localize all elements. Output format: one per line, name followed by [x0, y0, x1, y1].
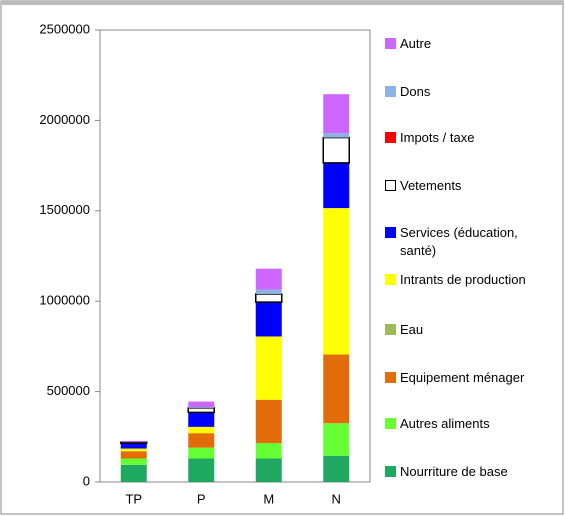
bar-segment — [120, 440, 147, 442]
legend-label: Autre — [400, 36, 432, 51]
bar-segment — [120, 464, 147, 482]
bar-segment — [323, 94, 350, 134]
legend-swatch — [385, 86, 396, 97]
bar-segment — [188, 412, 215, 427]
plot-area — [99, 29, 371, 483]
bar-segment — [255, 336, 282, 400]
bar-segment — [255, 302, 282, 337]
legend-label: Dons — [400, 84, 431, 99]
bar-segment — [188, 458, 215, 482]
legend-swatch — [385, 38, 396, 49]
bar-segment — [255, 399, 282, 444]
bar-segment — [120, 441, 148, 444]
legend-swatch — [385, 180, 396, 191]
bar-segment — [323, 354, 350, 424]
bar-segment — [255, 458, 282, 482]
y-tick-label: 1500000 — [39, 202, 90, 217]
legend-item: Autres aliments — [385, 415, 555, 433]
legend-item: Dons — [385, 83, 555, 101]
bar-segment — [188, 433, 215, 448]
legend-swatch — [385, 227, 396, 238]
y-tick-label: 0 — [83, 473, 90, 488]
bar-segment — [188, 426, 215, 434]
bar-segment — [255, 293, 283, 303]
bar-segment — [120, 443, 147, 449]
x-tick-label: M — [263, 491, 274, 506]
bar-segment — [188, 406, 215, 408]
bar-segment — [120, 458, 147, 465]
bar-segment — [255, 443, 282, 459]
legend-item: Nourriture de base — [385, 463, 555, 481]
y-tick-label: 1000000 — [39, 293, 90, 308]
legend-label: Nourriture de base — [400, 464, 508, 479]
legend-item: Intrants de production — [385, 271, 555, 289]
y-tick-label: 500000 — [47, 383, 90, 398]
bar-segment — [255, 289, 282, 294]
bar-segment — [323, 208, 350, 355]
legend-label: Impots / taxe — [400, 130, 475, 145]
legend-item: Services (éducation, santé) — [385, 224, 555, 260]
legend-label: Vetements — [400, 178, 462, 193]
bar-segment — [255, 268, 282, 290]
y-tick-label: 2500000 — [39, 21, 90, 36]
legend-label: Autres aliments — [400, 416, 490, 431]
y-tick-label: 2000000 — [39, 112, 90, 127]
legend-swatch — [385, 418, 396, 429]
legend-item: Autre — [385, 35, 555, 53]
bar-segment — [323, 455, 350, 482]
legend-label: Services (éducation, santé) — [400, 225, 518, 258]
bar-segment — [188, 401, 215, 407]
bar-segment — [323, 423, 350, 456]
legend-swatch — [385, 466, 396, 477]
legend-swatch — [385, 324, 396, 335]
x-tick-label: N — [332, 491, 341, 506]
x-tick-label: P — [197, 491, 206, 506]
legend-item: Eau — [385, 321, 555, 339]
bar-segment — [188, 447, 215, 459]
legend-item: Impots / taxe — [385, 129, 555, 147]
bar-segment — [322, 136, 350, 164]
legend-swatch — [385, 372, 396, 383]
legend-item: Equipement ménager — [385, 369, 555, 387]
bar-segment — [323, 133, 350, 138]
legend-label: Equipement ménager — [400, 370, 525, 385]
legend-label: Eau — [400, 322, 424, 337]
top-band — [1, 1, 563, 5]
bar-segment — [120, 448, 147, 452]
bar-segment — [323, 162, 350, 209]
bar-segment — [187, 407, 215, 414]
bar-segment — [120, 451, 147, 459]
x-tick-label: TP — [125, 491, 142, 506]
legend-swatch — [385, 274, 396, 285]
legend-label: Intrants de production — [400, 272, 526, 287]
legend-swatch — [385, 132, 396, 143]
legend-item: Vetements — [385, 177, 555, 195]
